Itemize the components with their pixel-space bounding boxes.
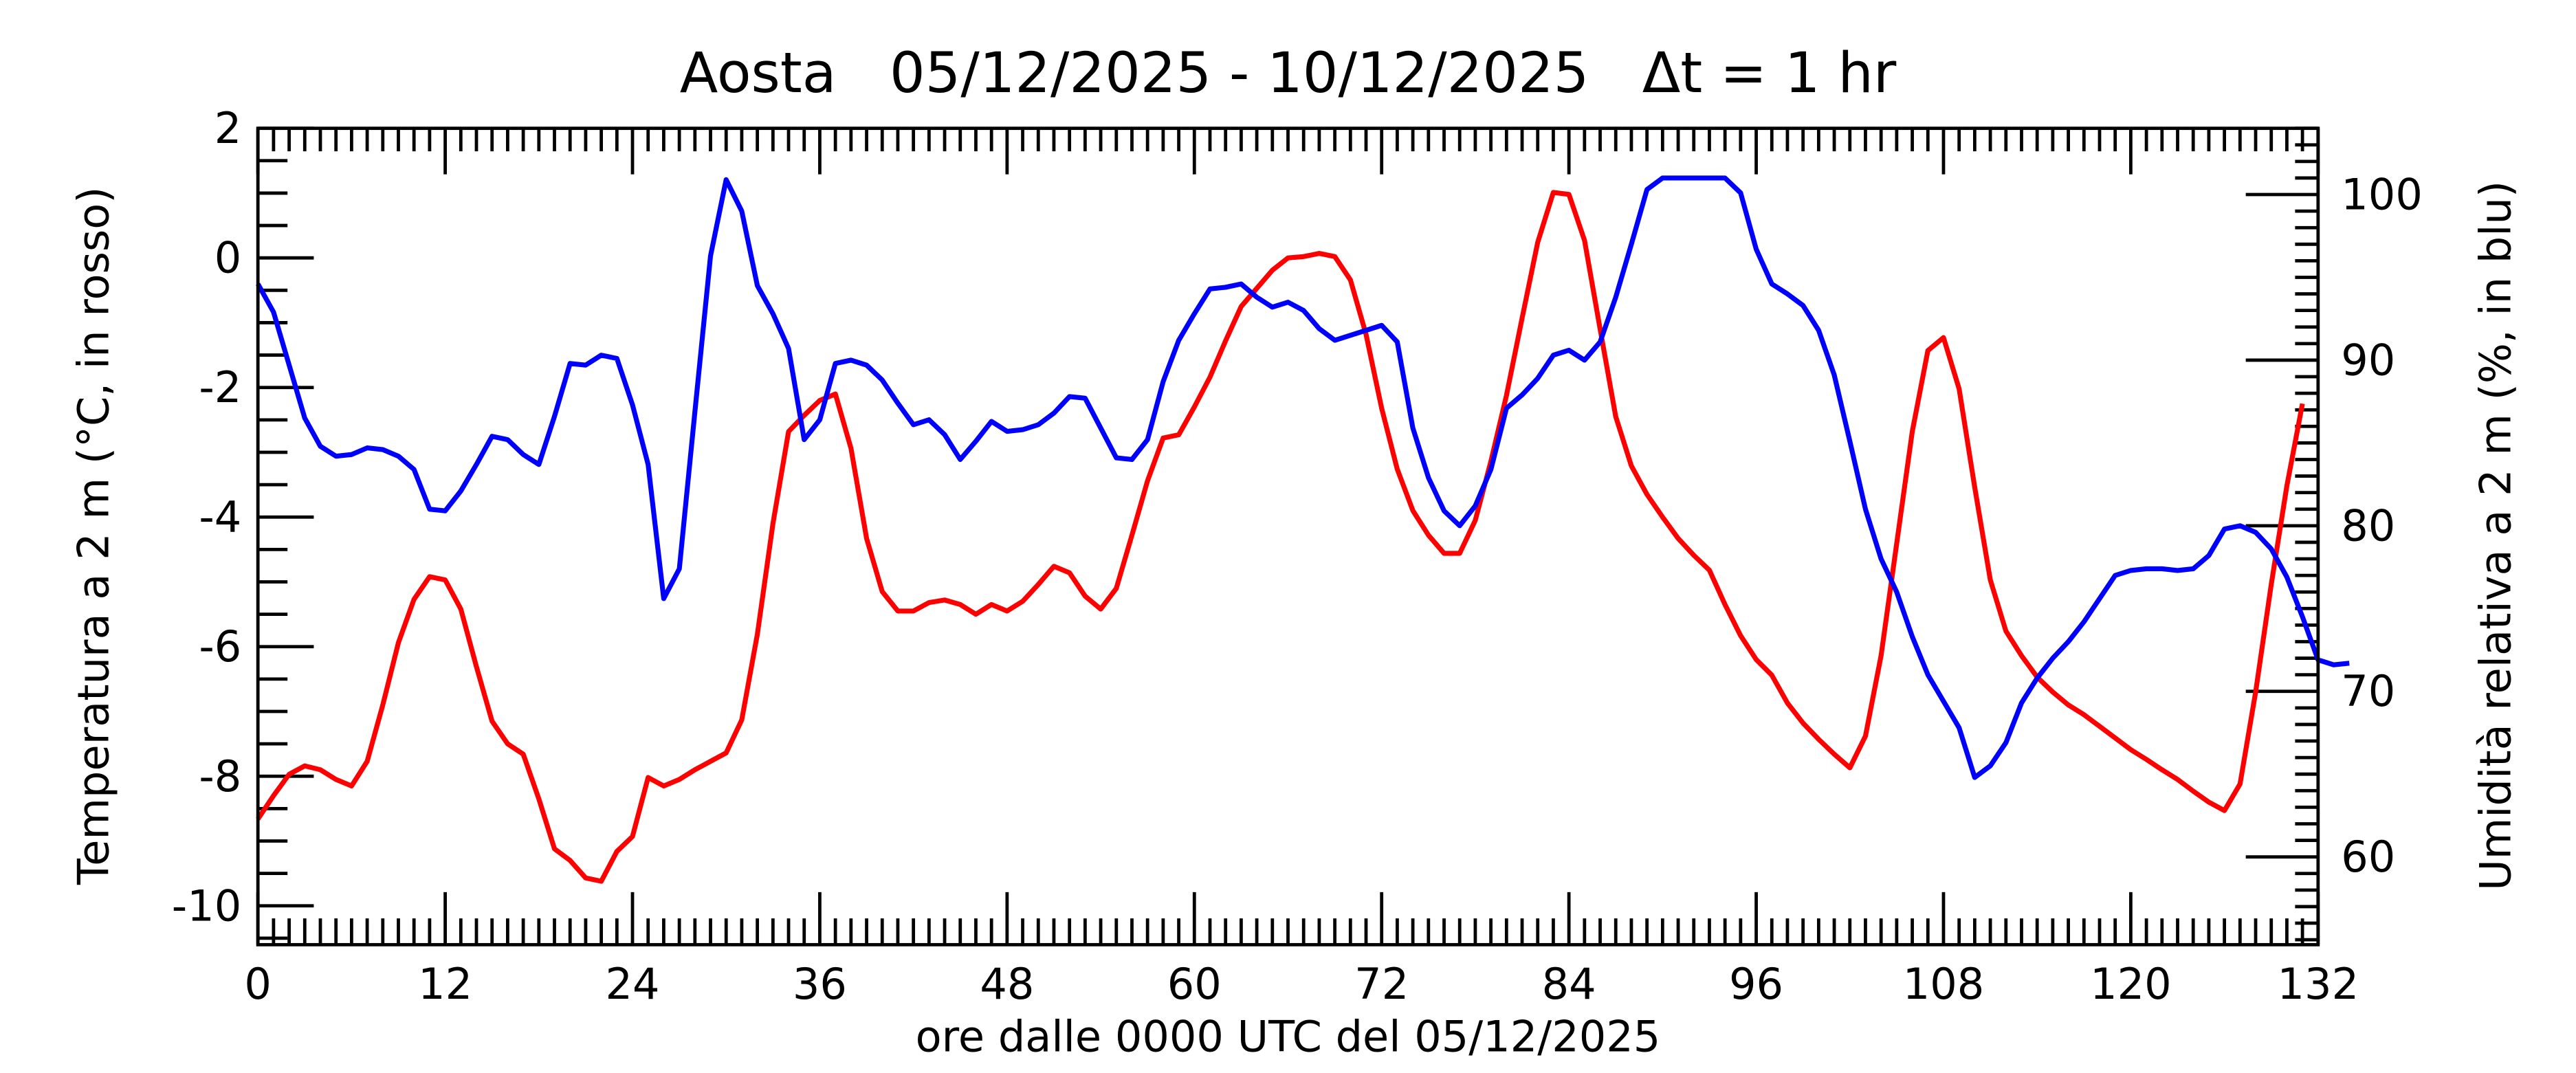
y-left-tick-label: 0 [214, 233, 242, 283]
x-tick-label: 12 [418, 959, 472, 1009]
y-left-tick-label: 2 [214, 103, 242, 153]
y-right-tick-label: 70 [2341, 666, 2395, 716]
x-tick-label: 84 [1542, 959, 1596, 1009]
y-left-tick-label: -4 [199, 492, 241, 542]
x-tick-label: 60 [1167, 959, 1222, 1009]
axis-ticks [256, 126, 2320, 945]
humidity-line [256, 175, 2350, 780]
y-left-tick-label: -10 [172, 881, 241, 931]
tick-labels: 0 12 24 36 48 60 72 84 96 108 120 132 2 0 -2 -4 -6 -8 -10 1… [172, 103, 2423, 1009]
x-tick-label: 48 [980, 959, 1034, 1009]
x-tick-label: 108 [1903, 959, 1985, 1009]
y-right-tick-label: 80 [2341, 500, 2395, 551]
x-tick-label: 120 [2090, 959, 2172, 1009]
y-right-tick-label: 100 [2341, 170, 2423, 220]
y-left-tick-label: -2 [199, 362, 241, 412]
x-tick-label: 0 [244, 959, 272, 1009]
y-right-tick-label: 90 [2341, 335, 2395, 385]
chart-title: Aosta 05/12/2025 - 10/12/2025 Δt = 1 hr [680, 41, 1897, 106]
y-axis-left-label: Temperatura a 2 m (°C, in rosso) [69, 187, 119, 886]
x-tick-label: 24 [605, 959, 659, 1009]
x-tick-label: 132 [2278, 959, 2359, 1009]
x-tick-label: 72 [1354, 959, 1409, 1009]
x-tick-label: 36 [793, 959, 847, 1009]
y-left-tick-label: -6 [199, 621, 241, 672]
y-right-tick-label: 60 [2341, 832, 2395, 882]
x-axis-label: ore dalle 0000 UTC del 05/12/2025 [916, 1012, 1661, 1062]
x-tick-label: 96 [1729, 959, 1783, 1009]
plot-frame [256, 126, 2320, 947]
temperature-line [256, 190, 2305, 884]
y-left-tick-label: -8 [199, 751, 241, 801]
y-axis-right-label: Umidità relativa a 2 m (%, in blu) [2470, 181, 2520, 891]
series-lines [256, 175, 2350, 884]
